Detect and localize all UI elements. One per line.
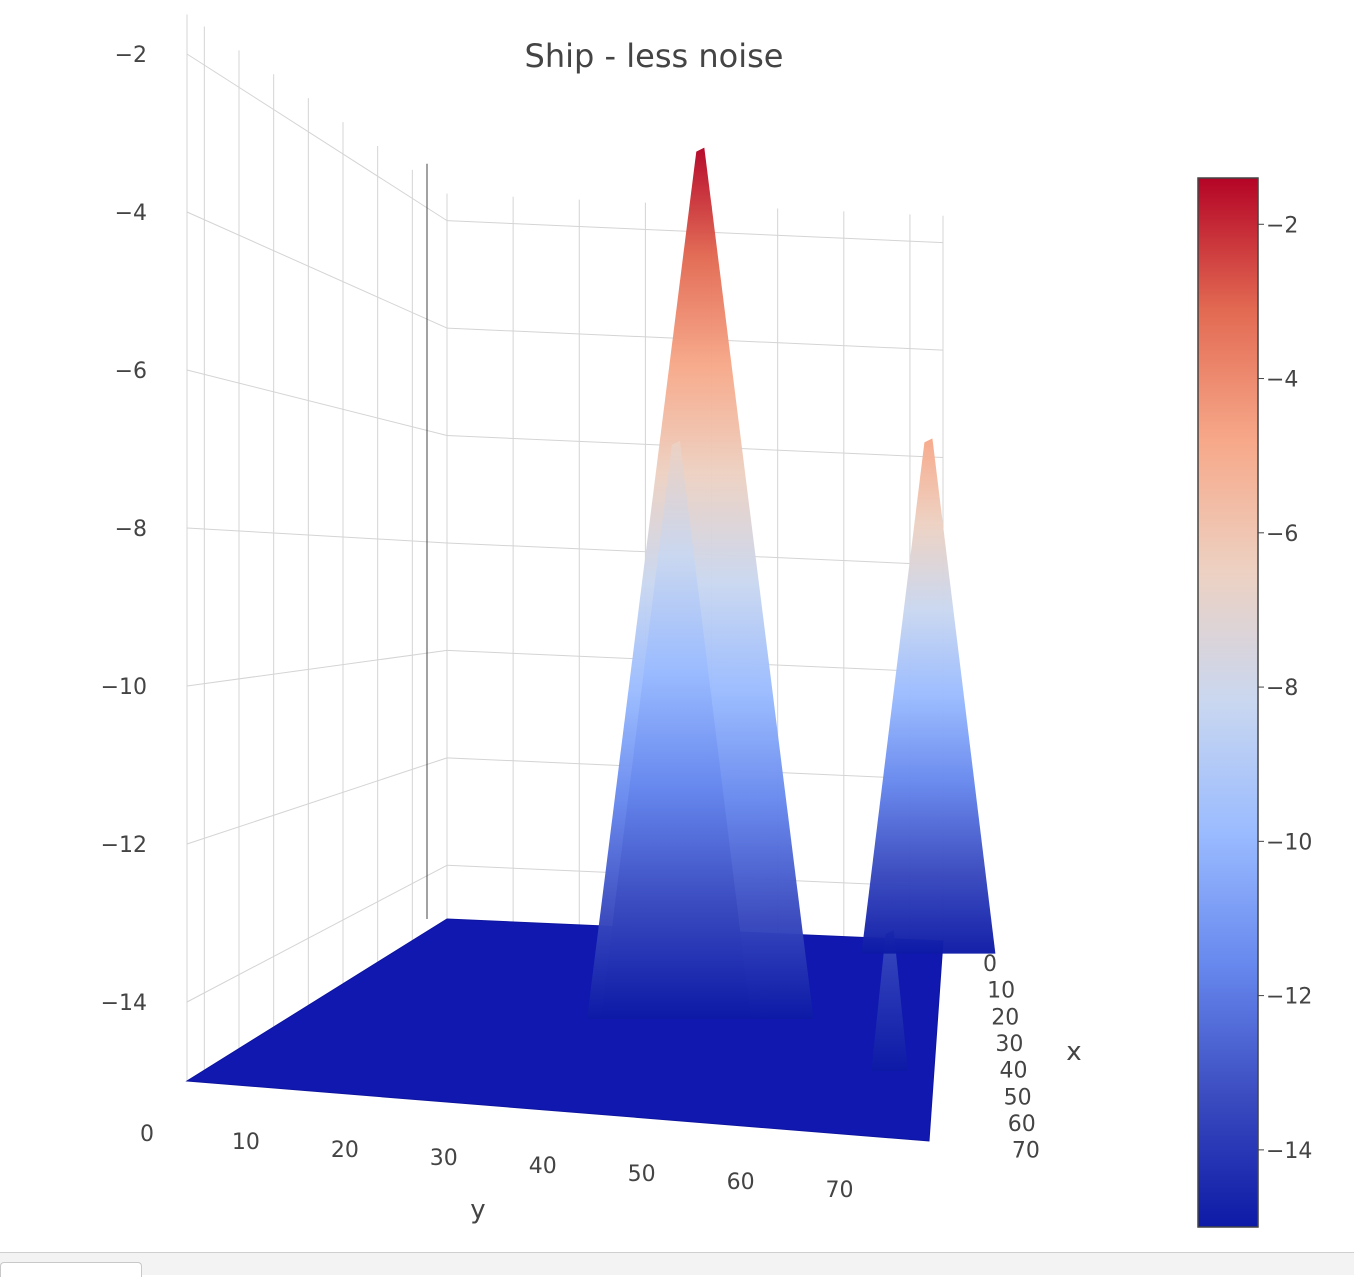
surface-peaks: [587, 147, 996, 1072]
y-tick-label: 0: [140, 1122, 154, 1147]
colorbar: −2 −4 −6 −8 −10 −12 −14: [1197, 177, 1312, 1228]
colorbar-tick-label: −2: [1266, 213, 1298, 238]
grid-line-left-z: [186, 864, 448, 1003]
surface-floor: [185, 918, 944, 1142]
x-tick-label: 10: [987, 979, 1015, 1004]
x-tick-label: 50: [1004, 1085, 1032, 1110]
x-tick-label: 70: [1012, 1139, 1040, 1164]
y-tick-label: 70: [826, 1178, 854, 1203]
z-tick-label: −2: [115, 43, 147, 68]
z-axis-ticks: −2 −4 −6 −8 −10 −12 −14: [101, 43, 147, 1016]
grid-line-left-z: [186, 211, 448, 329]
grid-line-left-z: [186, 369, 448, 437]
y-tick-label: 30: [430, 1146, 458, 1171]
z-tick-label: −4: [115, 201, 147, 226]
x-tick-label: 30: [995, 1032, 1023, 1057]
colorbar-gradient: [1197, 177, 1259, 1228]
y-tick-label: 20: [331, 1138, 359, 1163]
colorbar-tick-label: −14: [1266, 1139, 1312, 1164]
y-tick-label: 60: [727, 1170, 755, 1195]
colorbar-tick-label: −10: [1266, 830, 1312, 855]
y-tick-label: 50: [628, 1162, 656, 1187]
z-tick-label: −10: [101, 675, 147, 700]
x-axis-title: x: [1066, 1037, 1081, 1067]
grid-line-left-z: [186, 757, 448, 845]
grid-line-left-z: [186, 53, 448, 222]
y-axis-title: y: [470, 1195, 485, 1225]
y-tick-label: 10: [232, 1130, 260, 1155]
colorbar-tick-label: −12: [1266, 985, 1312, 1010]
z-tick-label: −8: [115, 517, 147, 542]
colorbar-tick-label: −8: [1266, 676, 1298, 701]
y-axis-ticks: 0 10 20 30 40 50 60 70: [140, 1122, 854, 1203]
grid-line-left-z: [186, 527, 448, 544]
colorbar-tick-label: −6: [1266, 522, 1298, 547]
surface-peak: [861, 438, 996, 954]
colorbar-ticks: −2 −4 −6 −8 −10 −12 −14: [1258, 213, 1312, 1164]
chart-title: Ship - less noise: [525, 37, 784, 75]
colorbar-tick-label: −4: [1266, 368, 1298, 393]
x-tick-label: 20: [991, 1005, 1019, 1030]
y-tick-label: 40: [529, 1154, 557, 1179]
grid-lines: [186, 14, 944, 1081]
floor-plane: [185, 918, 944, 1142]
bottom-tab[interactable]: [0, 1262, 142, 1277]
grid-line-left-z: [186, 649, 448, 687]
z-tick-label: −12: [101, 833, 147, 858]
x-tick-label: 40: [1000, 1059, 1028, 1084]
z-tick-label: −6: [115, 359, 147, 384]
surface-peak: [600, 440, 751, 1018]
bottom-scrollbar-area: [0, 1252, 1354, 1275]
x-tick-label: 0: [983, 952, 997, 977]
x-tick-label: 60: [1008, 1112, 1036, 1137]
surface-peak: [871, 930, 909, 1072]
z-tick-label: −14: [101, 991, 147, 1016]
